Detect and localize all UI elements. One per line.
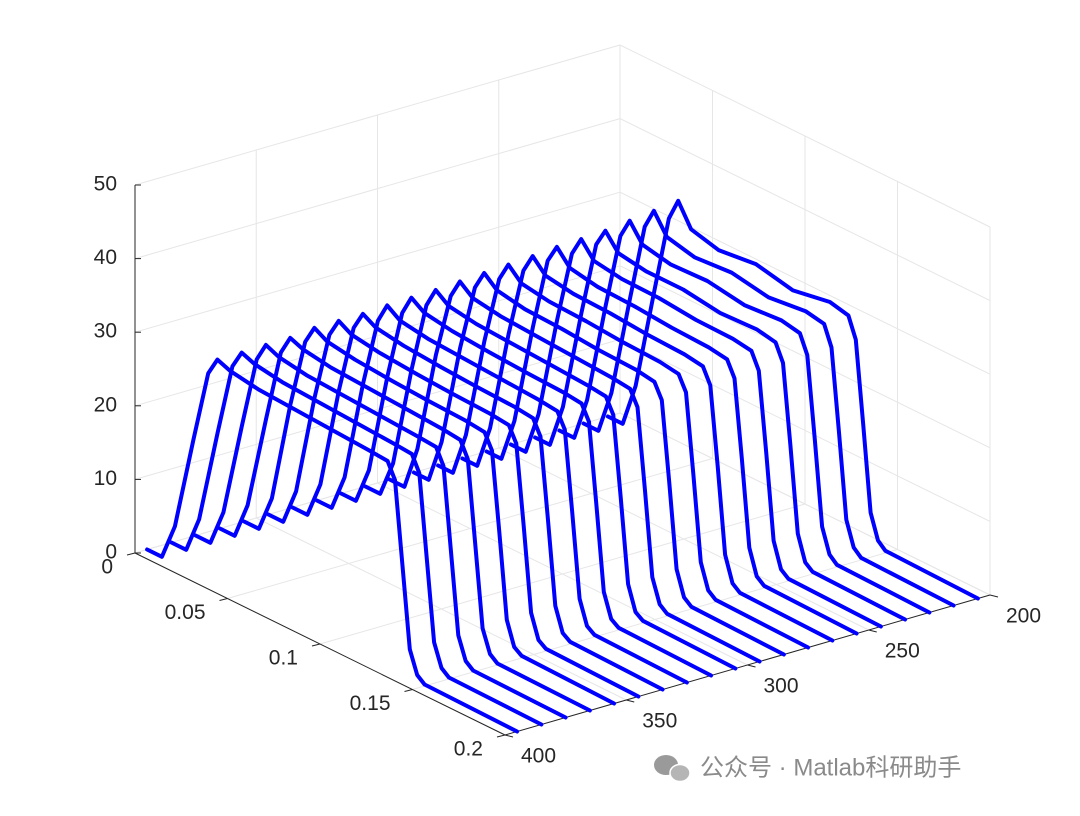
curve: [484, 244, 859, 636]
tick: [219, 598, 228, 601]
grid-line: [619, 338, 991, 522]
grid-line: [134, 338, 621, 480]
curve: [193, 342, 568, 720]
grid-line: [256, 517, 627, 701]
grid-line: [134, 191, 621, 333]
watermark: 公众号 · Matlab科研助手: [700, 754, 961, 781]
y-tick-label: 350: [642, 710, 677, 733]
curve: [266, 318, 641, 699]
watermark-icon: [654, 755, 691, 783]
tick: [868, 629, 877, 633]
curve: [217, 335, 592, 713]
curve: [169, 350, 544, 727]
curve: [508, 237, 883, 629]
grid-line: [619, 44, 991, 228]
tick: [989, 594, 999, 598]
tick: [747, 664, 756, 668]
grid-line: [134, 44, 621, 186]
y-tick-label: 300: [764, 675, 799, 698]
curve: [339, 295, 714, 678]
tick: [626, 699, 635, 703]
curve: [557, 218, 932, 615]
tick: [504, 734, 514, 738]
z-tick-label: 40: [94, 246, 117, 269]
curve: [460, 254, 835, 643]
z-tick-label: 50: [94, 173, 117, 196]
curve: [411, 271, 786, 657]
grid-line: [134, 118, 621, 260]
x-tick-label: 0.05: [165, 601, 206, 624]
curve: [581, 208, 956, 608]
x-tick-label: 0.1: [269, 647, 298, 670]
grid-line: [619, 191, 991, 375]
grid-line: [619, 118, 991, 302]
z-tick-label: 30: [94, 320, 117, 343]
y-tick-label: 400: [521, 745, 556, 768]
grid-line: [498, 447, 869, 631]
y-tick-label: 200: [1006, 605, 1041, 628]
z-tick-label: 0: [105, 541, 117, 564]
tick: [311, 643, 321, 647]
y-tick-label: 250: [885, 640, 920, 663]
grid-line: [619, 412, 991, 596]
tick: [126, 552, 136, 556]
grid-line: [134, 265, 621, 407]
z-tick-label: 10: [94, 467, 117, 490]
z-tick-label: 20: [94, 393, 117, 416]
curve: [314, 303, 689, 685]
curve: [363, 288, 738, 671]
curve: [290, 311, 665, 692]
tick: [496, 734, 506, 738]
grid-line: [619, 265, 991, 449]
x-tick-label: 0: [101, 556, 113, 579]
curve: [605, 198, 980, 601]
curve: [436, 262, 811, 650]
tick: [404, 689, 413, 692]
x-tick-label: 0.15: [350, 692, 391, 715]
grid-line: [377, 482, 748, 666]
curve: [145, 357, 520, 734]
x-tick-label: 0.2: [454, 738, 483, 761]
curve: [533, 228, 908, 622]
curve: [387, 279, 762, 664]
curve: [242, 325, 617, 706]
